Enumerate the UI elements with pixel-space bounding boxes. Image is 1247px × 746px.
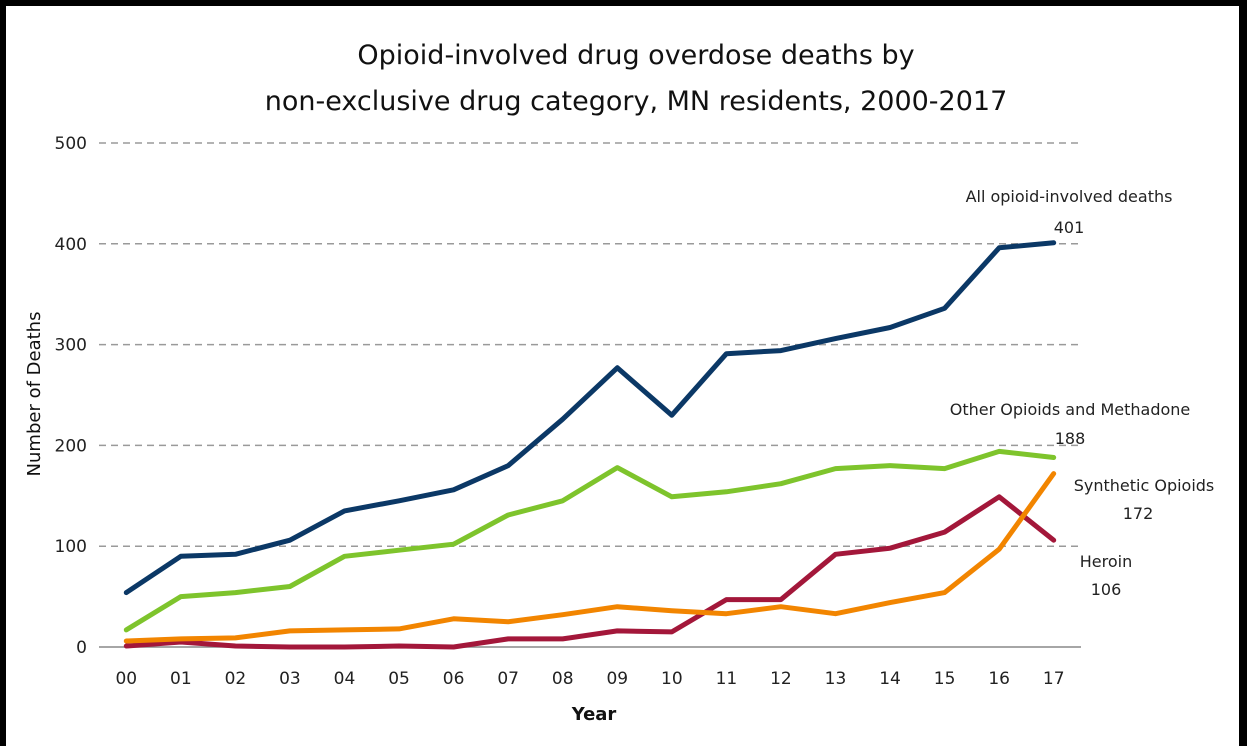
- y-tick-label: 300: [55, 336, 87, 356]
- y-tick-label: 400: [55, 235, 87, 255]
- x-tick-label: 04: [334, 669, 356, 689]
- chart-title-line2: non-exclusive drug category, MN resident…: [265, 86, 1008, 117]
- y-tick-label: 200: [55, 436, 87, 456]
- series-line-synthetic-opioids: [123, 471, 1057, 644]
- chart-title-line1: Opioid-involved drug overdose deaths by: [357, 40, 914, 71]
- x-tick-label: 17: [1043, 669, 1065, 689]
- series-line-other-opioids-and-methadone: [123, 448, 1057, 633]
- x-tick-label: 13: [825, 669, 847, 689]
- x-tick-label: 06: [443, 669, 465, 689]
- all-opioid-series-label: All opioid-involved deaths: [966, 187, 1173, 206]
- other-opioids-end-value: 188: [1055, 429, 1086, 448]
- x-tick-label: 02: [225, 669, 247, 689]
- x-tick-label: 03: [279, 669, 301, 689]
- x-tick-label: 11: [716, 669, 738, 689]
- x-tick-label: 00: [115, 669, 137, 689]
- y-tick-labels: 0 100 200 300 400 500: [55, 134, 87, 658]
- y-axis-label: Number of Deaths: [24, 312, 45, 477]
- synthetic-opioids-series-label: Synthetic Opioids: [1074, 476, 1215, 495]
- x-axis-label: Year: [571, 704, 617, 725]
- x-tick-label: 05: [388, 669, 410, 689]
- y-tick-label: 0: [76, 638, 87, 658]
- x-tick-label: 12: [770, 669, 792, 689]
- x-tick-label: 14: [879, 669, 901, 689]
- series-line-heroin: [123, 494, 1057, 650]
- all-opioid-end-value: 401: [1054, 218, 1085, 237]
- chart-frame: Opioid-involved drug overdose deaths by …: [6, 6, 1239, 746]
- x-tick-label: 08: [552, 669, 574, 689]
- x-tick-label: 15: [934, 669, 956, 689]
- series-lines: [123, 240, 1057, 650]
- y-tick-label: 500: [55, 134, 87, 154]
- series-line-all-opioid-involved-deaths: [123, 240, 1057, 596]
- x-tick-label: 10: [661, 669, 683, 689]
- x-tick-label: 01: [170, 669, 192, 689]
- synthetic-opioids-end-value: 172: [1123, 504, 1154, 523]
- line-chart: Opioid-involved drug overdose deaths by …: [24, 40, 1215, 725]
- heroin-end-value: 106: [1091, 580, 1122, 599]
- x-tick-labels: 00 01 02 03 04 05 06 07 08 09 10 11 12 13 14 15 16 17: [115, 669, 1064, 689]
- other-opioids-series-label: Other Opioids and Methadone: [950, 400, 1191, 419]
- heroin-series-label: Heroin: [1080, 552, 1132, 571]
- y-tick-label: 100: [55, 537, 87, 557]
- x-tick-label: 07: [497, 669, 519, 689]
- gridlines: [99, 142, 1081, 547]
- x-tick-label: 09: [606, 669, 628, 689]
- x-tick-label: 16: [988, 669, 1010, 689]
